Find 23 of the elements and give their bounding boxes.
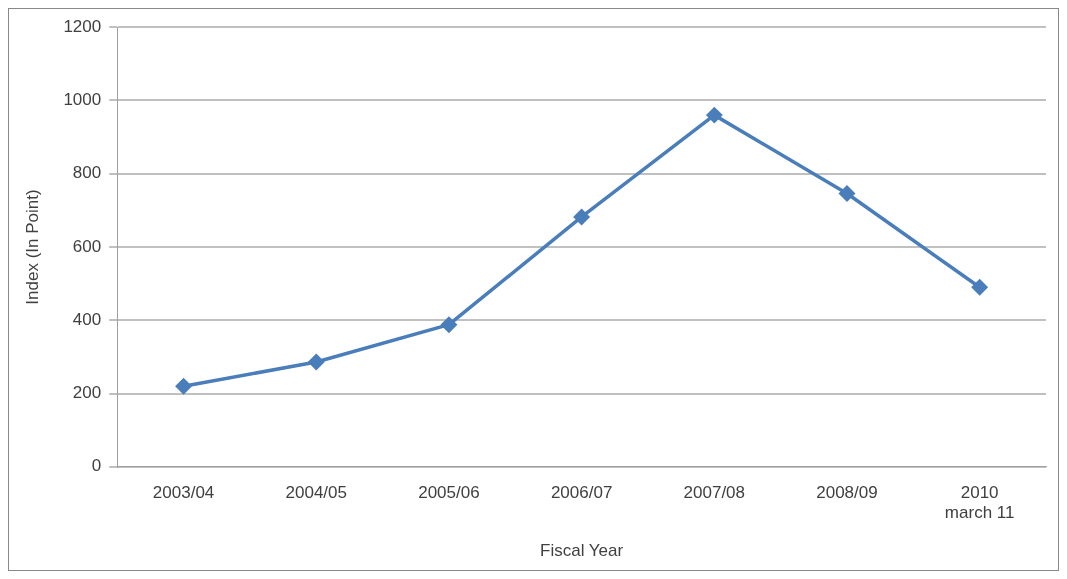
- y-tick-label: 1000: [63, 90, 102, 110]
- y-tick-label: 0: [91, 456, 102, 476]
- x-tick-label: 2007/08: [683, 482, 746, 502]
- y-tick-label: 1200: [63, 16, 102, 36]
- x-tick-label: 2006/07: [550, 482, 613, 502]
- x-axis-title: Fiscal Year: [540, 541, 624, 561]
- point: [839, 185, 855, 202]
- point: [971, 279, 988, 296]
- point: [308, 354, 324, 370]
- x-tick-label: 2003/04: [152, 482, 215, 502]
- y-axis-title: Index (In Point): [22, 189, 42, 305]
- y-tick-label: 600: [72, 236, 102, 256]
- point: [706, 107, 723, 123]
- y-tick-label: 400: [72, 309, 102, 329]
- y-tick-label: 200: [72, 383, 102, 403]
- x-tick-label: 2004/05: [285, 482, 347, 502]
- point: [441, 316, 457, 333]
- point: [175, 378, 192, 394]
- x-tick-label: 2008/09: [816, 482, 878, 502]
- y-tick-label: 800: [72, 163, 102, 183]
- point: [573, 209, 590, 225]
- x-tick-label: 2005/06: [418, 482, 480, 502]
- x-tick-label: 2010 march 11: [944, 482, 1015, 523]
